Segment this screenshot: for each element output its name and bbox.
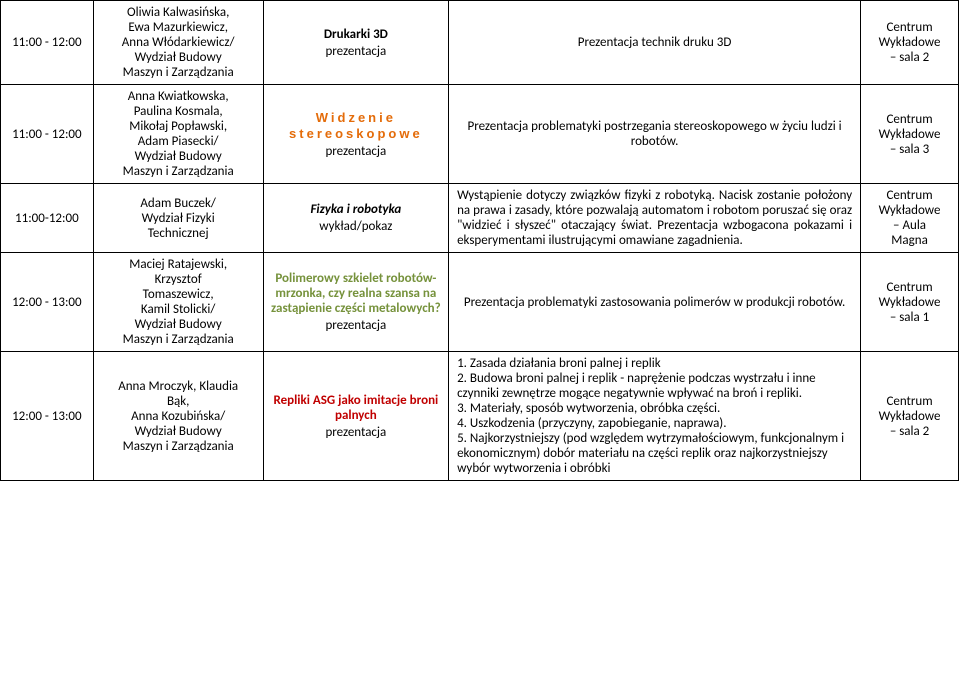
time-cell: 11:00 - 12:00	[1, 1, 94, 85]
time-cell: 12:00 - 13:00	[1, 253, 94, 352]
speakers-cell: Maciej Ratajewski,KrzysztofTomaszewicz,K…	[93, 253, 263, 352]
description-cell: Prezentacja problematyki zastosowania po…	[449, 253, 861, 352]
description-cell: Wystąpienie dotyczy związków fizyki z ro…	[449, 184, 861, 253]
schedule-table: 11:00 - 12:00Oliwia Kalwasińska,Ewa Mazu…	[0, 0, 959, 481]
time-cell: 11:00 - 12:00	[1, 85, 94, 184]
title-cell: Drukarki 3D prezentacja	[263, 1, 448, 85]
title-cell: Polimerowy szkielet robotów-mrzonka, czy…	[263, 253, 448, 352]
description-cell: Prezentacja technik druku 3D	[449, 1, 861, 85]
table-row: 12:00 - 13:00Anna Mroczyk, KlaudiaBąk,An…	[1, 352, 959, 481]
description-cell: Prezentacja problematyki postrzegania st…	[449, 85, 861, 184]
time-cell: 11:00-12:00	[1, 184, 94, 253]
speakers-cell: Anna Mroczyk, KlaudiaBąk,Anna Kozubińska…	[93, 352, 263, 481]
session-title: Polimerowy szkielet robotów-mrzonka, czy…	[271, 271, 441, 316]
title-cell: Repliki ASG jako imitacje broni palnych p…	[263, 352, 448, 481]
location-cell: CentrumWykładowe– sala 3	[861, 85, 959, 184]
table-row: 11:00 - 12:00Anna Kwiatkowska,Paulina Ko…	[1, 85, 959, 184]
speakers-cell: Anna Kwiatkowska,Paulina Kosmala,Mikołaj…	[93, 85, 263, 184]
session-subtitle: prezentacja	[270, 144, 442, 159]
speakers-cell: Oliwia Kalwasińska,Ewa Mazurkiewicz,Anna…	[93, 1, 263, 85]
session-title: Drukarki 3D	[324, 27, 388, 42]
table-row: 11:00 - 12:00Oliwia Kalwasińska,Ewa Mazu…	[1, 1, 959, 85]
location-cell: CentrumWykładowe– sala 2	[861, 352, 959, 481]
session-subtitle: prezentacja	[270, 44, 442, 59]
location-cell: CentrumWykładowe– sala 1	[861, 253, 959, 352]
time-cell: 12:00 - 13:00	[1, 352, 94, 481]
session-title: Widzenie stereoskopowe	[289, 110, 423, 141]
session-title: Fizyka i robotyka	[310, 202, 401, 217]
session-subtitle: prezentacja	[270, 318, 442, 333]
session-title: Repliki ASG jako imitacje broni palnych	[273, 393, 438, 423]
title-cell: Widzenie stereoskopowe prezentacja	[263, 85, 448, 184]
description-cell: 1. Zasada działania broni palnej i repli…	[449, 352, 861, 481]
speakers-cell: Adam Buczek/Wydział FizykiTechnicznej	[93, 184, 263, 253]
session-subtitle: wykład/pokaz	[270, 219, 442, 234]
location-cell: CentrumWykładowe– sala 2	[861, 1, 959, 85]
location-cell: CentrumWykładowe– AulaMagna	[861, 184, 959, 253]
table-row: 11:00-12:00Adam Buczek/Wydział FizykiTec…	[1, 184, 959, 253]
title-cell: Fizyka i robotyka wykład/pokaz	[263, 184, 448, 253]
table-row: 12:00 - 13:00Maciej Ratajewski,Krzysztof…	[1, 253, 959, 352]
session-subtitle: prezentacja	[270, 425, 442, 440]
